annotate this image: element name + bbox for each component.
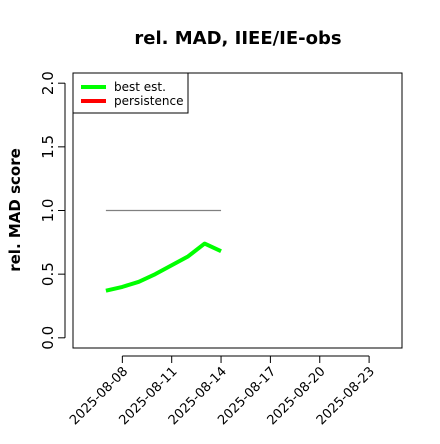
chart-title: rel. MAD, IIEE/IE-obs [134, 28, 341, 49]
plot-box [72, 72, 403, 349]
legend-box [72, 72, 189, 114]
y-axis-title: rel. MAD score [6, 148, 24, 272]
y-tick-label: 0.0 [39, 326, 57, 350]
legend-label: persistence [114, 94, 183, 108]
y-tick-label: 1.5 [39, 135, 57, 159]
y-tick-label: 0.5 [39, 262, 57, 286]
y-tick-label: 2.0 [39, 71, 57, 95]
series-line [105, 241, 222, 293]
y-tick-label: 1.0 [39, 199, 57, 223]
legend-label: best est. [114, 80, 166, 94]
